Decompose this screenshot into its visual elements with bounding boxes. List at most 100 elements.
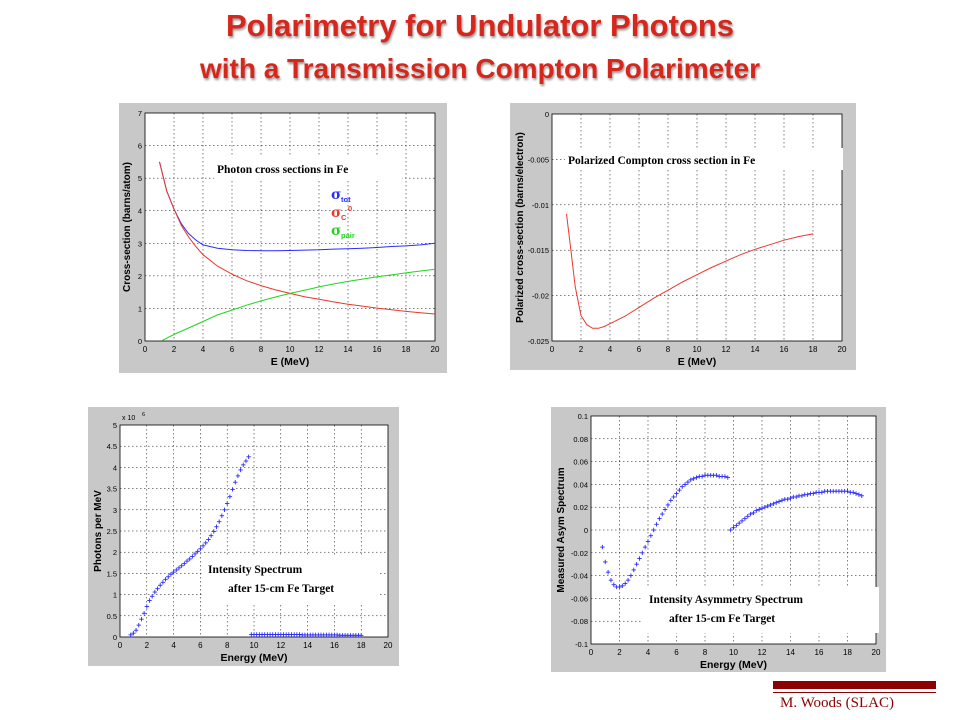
x-tick-label: 4	[646, 648, 651, 657]
y-axis-label: Photons per MeV	[93, 490, 104, 572]
x-tick-label: 10	[729, 648, 738, 657]
data-point	[856, 492, 862, 497]
data-point	[216, 519, 222, 524]
data-point	[617, 584, 622, 590]
y-tick-label: 4	[113, 463, 117, 472]
annotation-box	[214, 157, 402, 179]
data-point	[179, 563, 184, 568]
data-point	[759, 506, 765, 511]
y-tick-label: 7	[138, 109, 142, 118]
y-tick-label: 1	[138, 304, 142, 313]
x-tick-label: 6	[674, 648, 679, 657]
data-point	[779, 498, 785, 503]
polarized-compton-chart: 0 2 4 6 8 10 12 14 16 18 20 -0.025 -0.02 -0.015 -0.01 -…	[510, 103, 856, 370]
plot-area	[144, 112, 436, 342]
data-point	[722, 474, 728, 479]
data-point	[243, 458, 249, 464]
data-point	[640, 550, 645, 555]
y-tick-label: -0.02	[571, 549, 588, 558]
data-point	[651, 527, 656, 533]
data-point	[136, 622, 141, 628]
x-tick-label: 0	[589, 648, 594, 657]
x-axis-label: E (MeV)	[678, 356, 717, 368]
data-point	[742, 516, 748, 521]
data-point	[152, 589, 158, 595]
asymmetry-spectrum-chart: 0 2 4 6 8 10 12 14 16 18 20 -0.1 -0.08 -0.06 -0.04 -0.0…	[551, 407, 886, 672]
y-tick-label: 0.02	[573, 503, 588, 512]
y-tick-label: 4	[138, 207, 142, 216]
data-point	[665, 502, 671, 508]
x-tick-label: 8	[666, 345, 671, 354]
y-tick-label: 0	[545, 110, 549, 119]
slide-subtitle: with a Transmission Compton Polarimeter	[199, 53, 761, 84]
data-point	[671, 494, 676, 500]
y-multiplier-exponent: 6	[142, 412, 145, 418]
data-point	[785, 497, 790, 502]
data-point	[222, 507, 227, 512]
data-point	[131, 630, 136, 636]
annotation-box	[643, 587, 879, 633]
data-point	[176, 565, 182, 571]
data-point	[603, 559, 608, 565]
data-point	[734, 523, 739, 528]
data-point	[600, 544, 605, 550]
footer-bar	[773, 681, 936, 689]
x-tick-label: 16	[780, 345, 789, 354]
pc-svg: 0 2 4 6 8 10 12 14 16 18 20 -0.025 -0.02 -0.015 -0.01 -…	[515, 110, 847, 368]
y-tick-label: 0.1	[578, 412, 588, 421]
x-tick-label: 2	[617, 648, 622, 657]
y-tick-label: 0	[113, 633, 117, 642]
x-tick-label: 12	[722, 345, 731, 354]
data-point	[628, 573, 634, 578]
y-multiplier: x 10	[122, 415, 135, 422]
data-point	[634, 562, 639, 567]
annotation-box	[202, 557, 380, 603]
intensity-spectrum-chart: 0 2 4 6 8 10 12 14 16 18 20 0 0.5 1 1.5 2 2.5 3 3.5 4 4.5 5 En…	[88, 407, 399, 666]
data-point	[691, 476, 696, 481]
x-tick-label: 6	[637, 345, 642, 354]
data-point	[168, 572, 174, 577]
data-point	[745, 514, 750, 519]
data-point	[133, 628, 139, 633]
x-axis-label: Energy (MeV)	[220, 652, 287, 664]
y-tick-label: 3	[113, 506, 117, 515]
chart-annotation: Intensity Asymmetry Spectrum	[649, 594, 803, 606]
data-point	[141, 611, 147, 616]
data-point	[731, 525, 736, 530]
data-point	[853, 491, 859, 496]
x-axis-label: Energy (MeV)	[700, 659, 767, 671]
data-point	[198, 546, 203, 552]
x-tick-label: 18	[357, 641, 366, 650]
data-point	[819, 490, 825, 495]
data-point	[144, 604, 149, 609]
x-tick-label: 18	[809, 345, 818, 354]
x-tick-label: 8	[225, 641, 230, 650]
data-point	[845, 489, 850, 494]
y-tick-label: -0.005	[528, 155, 549, 164]
slide-title: Polarimetry for Undulator Photons	[225, 8, 735, 43]
data-point	[682, 482, 688, 487]
x-tick-label: 18	[402, 345, 411, 354]
legend-symbol: σ	[331, 187, 341, 203]
x-tick-label: 10	[286, 345, 295, 354]
data-point	[241, 462, 246, 468]
x-tick-label: 16	[815, 648, 824, 657]
data-point	[794, 494, 799, 500]
x-tick-label: 14	[786, 648, 795, 657]
data-point	[756, 507, 762, 512]
footer-rule	[773, 692, 936, 693]
y-tick-label: 2	[113, 548, 117, 557]
data-point	[171, 569, 176, 575]
y-tick-label: 2.5	[107, 527, 117, 536]
y-tick-label: 0.5	[107, 612, 117, 621]
data-point	[227, 494, 233, 499]
x-tick-label: 6	[198, 641, 203, 650]
data-point	[184, 558, 190, 564]
data-point	[662, 507, 668, 512]
y-axis-label: Polarized cross-section (barns/electron)	[515, 132, 526, 323]
legend-subscript: C	[341, 213, 347, 222]
data-point	[768, 502, 773, 508]
y-tick-label: -0.01	[532, 201, 549, 210]
x-tick-label: 16	[330, 641, 339, 650]
